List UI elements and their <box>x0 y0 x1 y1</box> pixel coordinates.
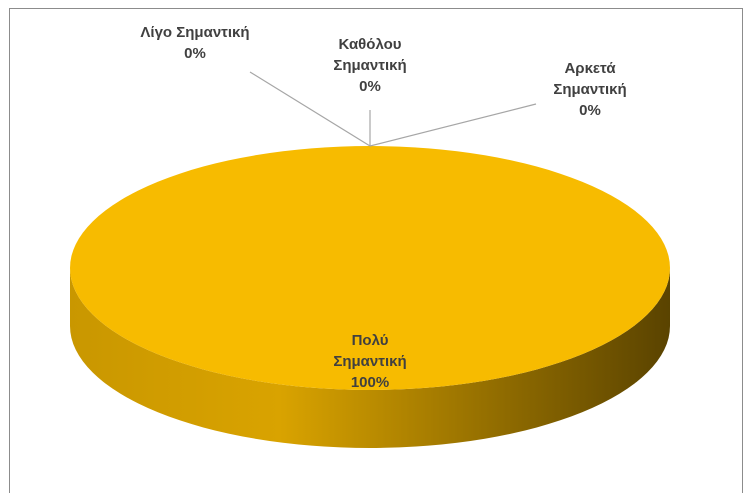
pie-slice-side <box>70 268 670 448</box>
leader-line <box>249 71 371 147</box>
value-label: 0% <box>184 45 206 62</box>
value-label: 100% <box>350 374 390 391</box>
value-label: 0% <box>359 78 381 95</box>
data-label: Λίγο Σημαντική 0% <box>140 22 250 64</box>
data-label: Καθόλου Σημαντική 0% <box>315 34 425 97</box>
category-label: Πολύ Σημαντική <box>333 332 407 370</box>
data-label: Πολύ Σημαντική 100% <box>315 330 425 393</box>
data-label: Αρκετά Σημαντική 0% <box>535 58 645 121</box>
value-label: 0% <box>579 102 601 119</box>
pie-slice <box>70 146 670 390</box>
leader-line <box>369 103 537 147</box>
chart-border <box>9 8 743 493</box>
category-label: Αρκετά Σημαντική <box>553 60 627 98</box>
category-label: Καθόλου Σημαντική <box>333 36 407 74</box>
category-label: Λίγο Σημαντική <box>140 24 250 41</box>
